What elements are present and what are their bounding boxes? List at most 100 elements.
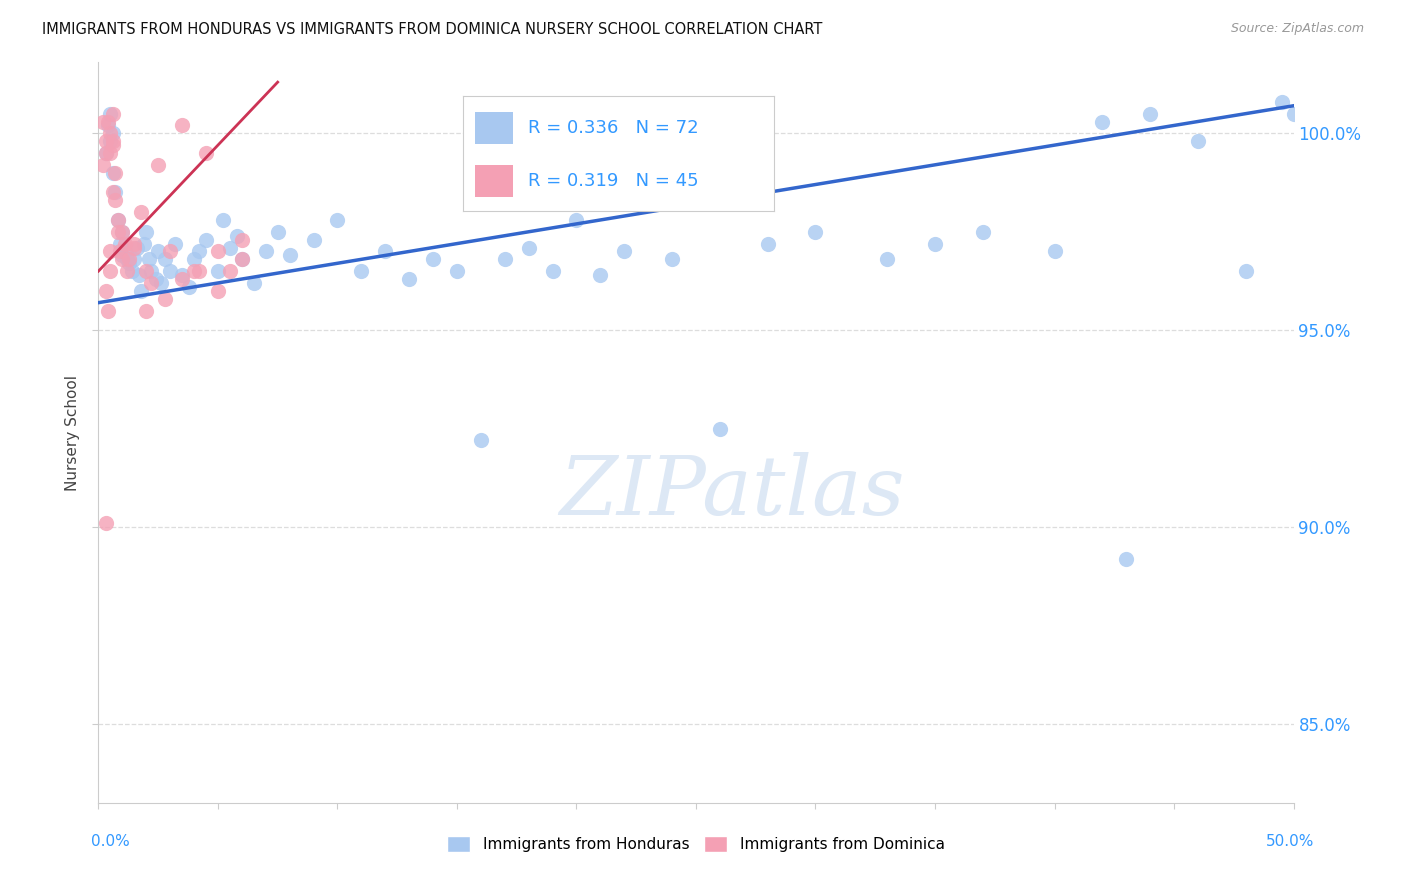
- Point: [101, 126, 124, 140]
- Y-axis label: Nursery School: Nursery School: [65, 375, 80, 491]
- Point: [98, 126, 122, 140]
- Point: [115, 252, 138, 267]
- Point: [1139, 106, 1161, 120]
- Point: [128, 268, 150, 282]
- Point: [94, 146, 117, 161]
- Point: [104, 194, 127, 208]
- Point: [148, 158, 170, 172]
- Point: [125, 240, 148, 254]
- Text: IMMIGRANTS FROM HONDURAS VS IMMIGRANTS FROM DOMINICA NURSERY SCHOOL CORRELATION : IMMIGRANTS FROM HONDURAS VS IMMIGRANTS F…: [42, 22, 823, 37]
- Point: [98, 264, 122, 278]
- Point: [91, 158, 114, 172]
- Point: [422, 252, 444, 267]
- Point: [219, 240, 242, 254]
- Point: [924, 236, 946, 251]
- Point: [104, 186, 127, 200]
- Point: [159, 244, 181, 259]
- Point: [111, 248, 134, 262]
- Point: [121, 264, 143, 278]
- Point: [98, 134, 122, 148]
- Point: [114, 244, 136, 259]
- Point: [118, 252, 141, 267]
- Point: [97, 114, 120, 128]
- Point: [94, 146, 117, 161]
- Point: [94, 134, 117, 148]
- Point: [267, 225, 290, 239]
- Point: [104, 166, 127, 180]
- Point: [135, 264, 157, 278]
- Point: [124, 240, 146, 254]
- Point: [155, 292, 177, 306]
- Point: [231, 252, 253, 267]
- Point: [517, 240, 540, 254]
- Point: [183, 264, 205, 278]
- Point: [709, 422, 731, 436]
- Point: [374, 244, 396, 259]
- Point: [101, 166, 124, 180]
- Point: [494, 252, 516, 267]
- Point: [107, 213, 129, 227]
- Point: [163, 236, 186, 251]
- Point: [108, 244, 131, 259]
- Point: [172, 272, 194, 286]
- Point: [243, 276, 266, 290]
- Point: [115, 264, 138, 278]
- Point: [231, 233, 253, 247]
- Point: [107, 225, 129, 239]
- Point: [254, 244, 277, 259]
- Point: [1115, 551, 1137, 566]
- Point: [124, 252, 146, 267]
- Point: [1187, 134, 1209, 148]
- Point: [97, 119, 120, 133]
- Point: [470, 434, 492, 448]
- Point: [187, 264, 209, 278]
- Point: [155, 252, 177, 267]
- Point: [131, 284, 153, 298]
- Point: [876, 252, 898, 267]
- Point: [179, 280, 201, 294]
- Point: [1091, 114, 1114, 128]
- Point: [565, 213, 588, 227]
- Point: [135, 303, 157, 318]
- Point: [111, 225, 134, 239]
- Point: [211, 213, 233, 227]
- Point: [138, 252, 160, 267]
- Point: [124, 236, 146, 251]
- Point: [118, 256, 141, 270]
- Point: [98, 146, 122, 161]
- Point: [94, 284, 117, 298]
- Point: [97, 303, 120, 318]
- Point: [111, 225, 134, 239]
- Point: [398, 272, 420, 286]
- Point: [101, 134, 124, 148]
- Point: [91, 114, 114, 128]
- Point: [350, 264, 373, 278]
- Point: [195, 146, 218, 161]
- Point: [613, 244, 636, 259]
- Point: [114, 236, 136, 251]
- Point: [661, 252, 683, 267]
- Text: Source: ZipAtlas.com: Source: ZipAtlas.com: [1230, 22, 1364, 36]
- Point: [148, 244, 170, 259]
- Point: [172, 119, 194, 133]
- Point: [183, 252, 205, 267]
- Point: [446, 264, 468, 278]
- Point: [108, 236, 131, 251]
- Text: ZIPatlas: ZIPatlas: [560, 452, 904, 532]
- Point: [111, 252, 134, 267]
- Point: [98, 106, 122, 120]
- Legend: Immigrants from Honduras, Immigrants from Dominica: Immigrants from Honduras, Immigrants fro…: [441, 830, 950, 858]
- Point: [107, 213, 129, 227]
- Point: [131, 205, 153, 219]
- Point: [101, 106, 124, 120]
- Point: [132, 236, 155, 251]
- Point: [326, 213, 349, 227]
- Point: [139, 264, 162, 278]
- Point: [589, 268, 612, 282]
- Point: [207, 264, 229, 278]
- Point: [135, 225, 157, 239]
- Point: [278, 248, 301, 262]
- Point: [207, 284, 229, 298]
- Point: [219, 264, 242, 278]
- Point: [1234, 264, 1257, 278]
